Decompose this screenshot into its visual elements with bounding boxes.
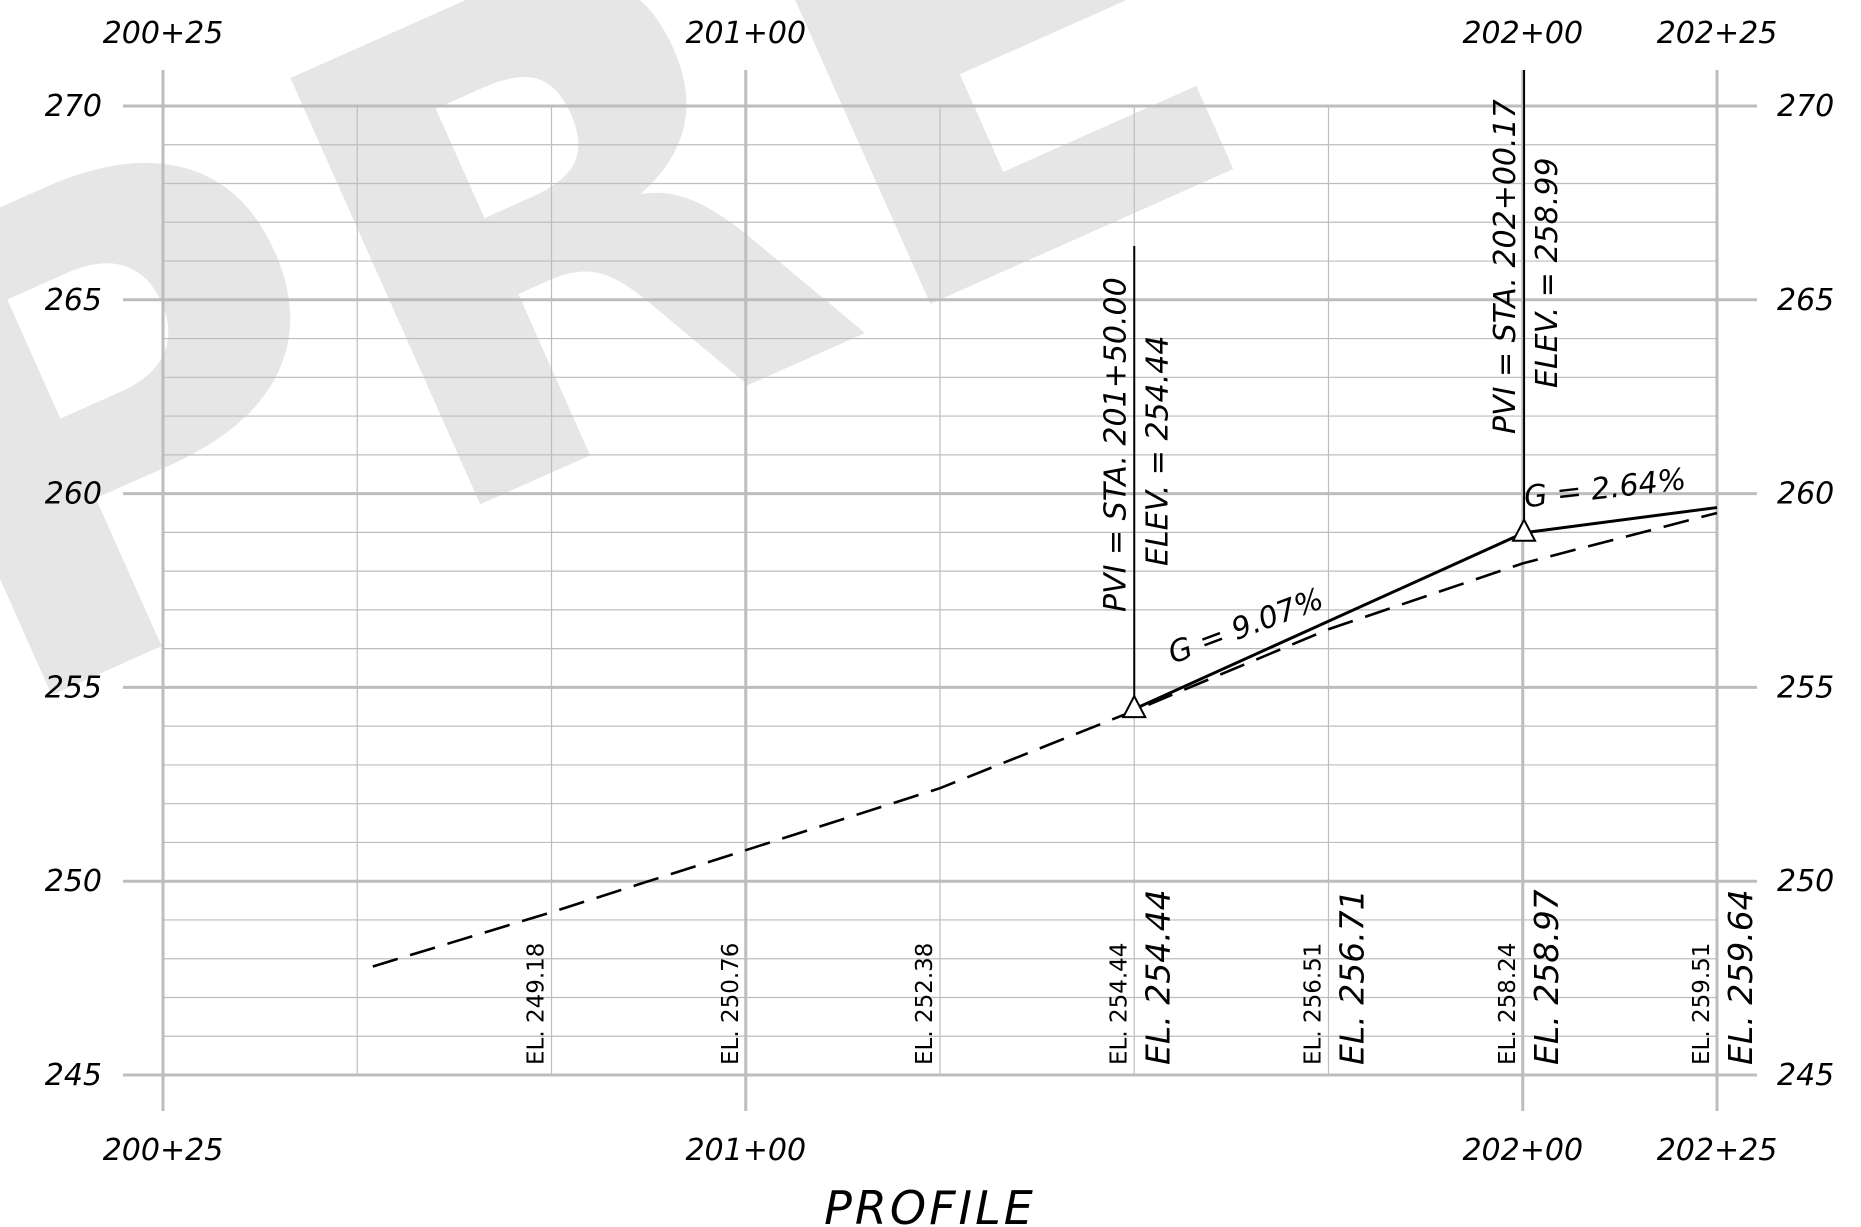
- proposed-elevation-label: EL. 259.64: [1721, 889, 1760, 1065]
- station-label-top: 201+00: [685, 16, 806, 51]
- station-label-bottom: 201+00: [685, 1133, 806, 1168]
- pvi-station-label: PVI = STA. 201+50.00: [1098, 277, 1133, 612]
- pvi-elevation-label: ELEV. = 258.99: [1530, 158, 1565, 388]
- elevation-label-left: 260: [45, 477, 102, 512]
- proposed-grade-line: [1133, 506, 1718, 711]
- profile-title: PROFILE: [824, 1181, 1036, 1227]
- pvi-elevation-label: ELEV. = 254.44: [1140, 336, 1175, 566]
- existing-ground-line: [372, 511, 1718, 968]
- elevation-label-left: 250: [45, 864, 102, 899]
- proposed-elevation-label: EL. 254.44: [1138, 889, 1177, 1065]
- proposed-elevation-label: EL. 256.71: [1333, 889, 1372, 1065]
- elevation-label-left: 245: [45, 1058, 102, 1093]
- station-label-top: 202+00: [1462, 16, 1583, 51]
- pvi-marker: [1511, 517, 1537, 542]
- axis-labels: 200+25 200+25 201+00 201+00 202+00 202+00 202+…: [45, 16, 1835, 1168]
- profile-grid: [123, 70, 1757, 1111]
- elevation-labels: EL. 249.18 EL. 250.76 EL. 252.38 EL. 254.44…: [524, 889, 1761, 1065]
- station-label-bottom: 202+00: [1462, 1133, 1583, 1168]
- existing-elevation-label: EL. 250.76: [718, 943, 744, 1065]
- existing-elevation-label: EL. 258.24: [1495, 943, 1521, 1065]
- pvi-station-label: PVI = STA. 202+00.17: [1488, 99, 1523, 434]
- elevation-label-right: 255: [1777, 670, 1834, 705]
- existing-ground-profile: [372, 511, 1718, 968]
- watermark-text: PRE: [0, 0, 1338, 857]
- existing-elevation-label: EL. 249.18: [524, 943, 550, 1065]
- proposed-grade-profile: [1133, 506, 1718, 711]
- existing-elevation-label: EL. 252.38: [912, 943, 938, 1065]
- grade-label: G = 2.64%: [1522, 462, 1688, 515]
- station-label-bottom: 200+25: [103, 1133, 224, 1168]
- elevation-label-right: 265: [1777, 283, 1834, 318]
- elevation-label-left: 270: [45, 89, 102, 124]
- elevation-label-left: 265: [45, 283, 102, 318]
- existing-elevation-label: EL. 256.51: [1301, 943, 1327, 1065]
- existing-elevation-label: EL. 254.44: [1106, 943, 1132, 1065]
- station-label-bottom: 202+25: [1657, 1133, 1778, 1168]
- elevation-label-right: 260: [1777, 477, 1834, 512]
- elevation-label-right: 270: [1777, 89, 1834, 124]
- elevation-label-right: 250: [1777, 864, 1834, 899]
- proposed-elevation-label: EL. 258.97: [1527, 889, 1566, 1065]
- existing-elevation-label: EL. 259.51: [1689, 943, 1715, 1065]
- pvi-marker: [1121, 693, 1147, 719]
- station-label-top: 200+25: [103, 16, 224, 51]
- station-label-top: 202+25: [1657, 16, 1778, 51]
- elevation-label-right: 245: [1777, 1058, 1834, 1093]
- watermark: PRE: [0, 0, 1338, 857]
- elevation-label-left: 255: [45, 670, 102, 705]
